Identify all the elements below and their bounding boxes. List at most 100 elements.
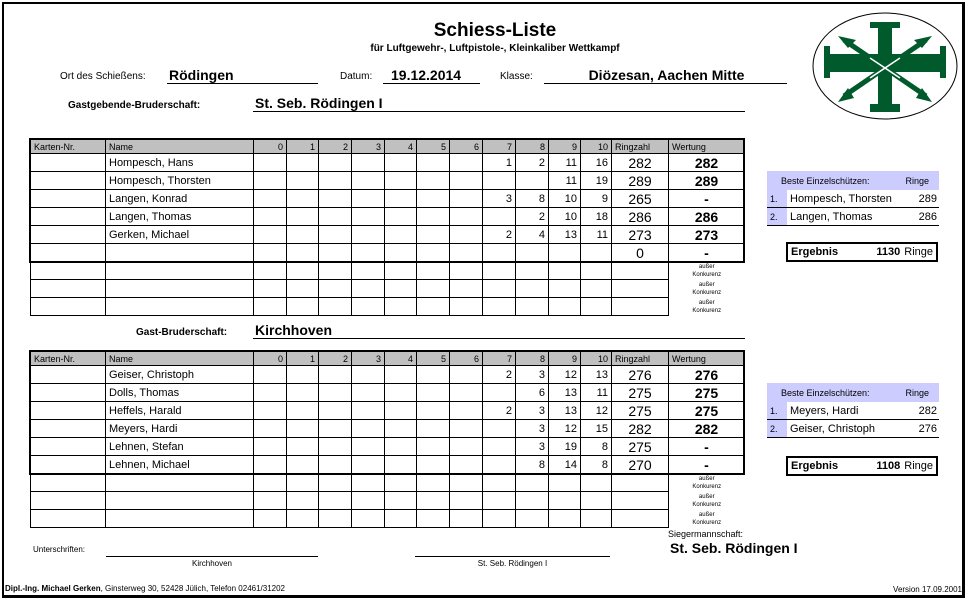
hits-cell[interactable] [482, 455, 516, 474]
empty-cell[interactable] [351, 491, 385, 510]
hits-cell[interactable] [482, 243, 516, 262]
hits-cell[interactable] [318, 171, 352, 190]
hits-cell[interactable] [318, 153, 352, 172]
host-team-field[interactable]: St. Seb. Rödingen I [253, 96, 745, 112]
empty-cell[interactable] [253, 491, 287, 510]
hits-cell[interactable] [416, 419, 450, 438]
hits-cell[interactable] [286, 437, 319, 456]
empty-cell[interactable] [611, 473, 669, 492]
hits-cell[interactable] [318, 383, 352, 402]
empty-cell[interactable] [515, 509, 549, 528]
hits-cell[interactable] [384, 401, 417, 420]
hits-cell[interactable] [416, 243, 450, 262]
hits-cell[interactable] [351, 207, 385, 226]
empty-cell[interactable] [580, 491, 612, 510]
wertung-cell[interactable]: 289 [668, 171, 745, 190]
hits-cell[interactable]: 12 [548, 419, 581, 438]
hits-cell[interactable] [384, 365, 417, 384]
empty-cell[interactable] [105, 509, 254, 528]
hits-cell[interactable]: 10 [548, 189, 581, 208]
empty-cell[interactable] [286, 297, 319, 316]
ringzahl-cell[interactable]: 270 [611, 455, 669, 474]
name-cell[interactable]: Hompesch, Hans [105, 153, 254, 172]
hits-cell[interactable] [351, 401, 385, 420]
empty-cell[interactable] [30, 279, 106, 298]
wertung-cell[interactable]: 282 [668, 153, 745, 172]
empty-cell[interactable] [286, 473, 319, 492]
hits-cell[interactable]: 3 [515, 401, 549, 420]
hits-cell[interactable] [384, 419, 417, 438]
hits-cell[interactable]: 3 [515, 437, 549, 456]
empty-cell[interactable] [384, 261, 417, 280]
ringzahl-cell[interactable]: 275 [611, 401, 669, 420]
hits-cell[interactable]: 11 [580, 383, 612, 402]
empty-cell[interactable] [548, 279, 581, 298]
hits-cell[interactable]: 3 [482, 189, 516, 208]
karten-nr-cell[interactable] [30, 455, 106, 474]
empty-cell[interactable] [384, 509, 417, 528]
hits-cell[interactable] [416, 171, 450, 190]
karten-nr-cell[interactable] [30, 401, 106, 420]
empty-cell[interactable] [416, 261, 450, 280]
empty-cell[interactable] [611, 491, 669, 510]
empty-cell[interactable] [105, 491, 254, 510]
empty-cell[interactable] [384, 279, 417, 298]
hits-cell[interactable] [286, 383, 319, 402]
empty-cell[interactable] [105, 297, 254, 316]
karten-nr-cell[interactable] [30, 419, 106, 438]
empty-cell[interactable] [318, 491, 352, 510]
name-cell[interactable]: Lehnen, Michael [105, 455, 254, 474]
ringzahl-cell[interactable]: 286 [611, 207, 669, 226]
hits-cell[interactable] [253, 365, 287, 384]
hits-cell[interactable] [351, 243, 385, 262]
empty-cell[interactable] [482, 491, 516, 510]
empty-cell[interactable] [416, 473, 450, 492]
hits-cell[interactable] [449, 171, 483, 190]
karten-nr-cell[interactable] [30, 243, 106, 262]
karten-nr-cell[interactable] [30, 225, 106, 244]
hits-cell[interactable] [253, 243, 287, 262]
guest-team-field[interactable]: Kirchhoven [253, 323, 745, 339]
empty-cell[interactable] [253, 279, 287, 298]
name-cell[interactable]: Lehnen, Stefan [105, 437, 254, 456]
hits-cell[interactable] [482, 207, 516, 226]
hits-cell[interactable] [449, 437, 483, 456]
hits-cell[interactable]: 13 [580, 365, 612, 384]
ringzahl-cell[interactable]: 0 [611, 243, 669, 262]
empty-cell[interactable] [286, 509, 319, 528]
wertung-cell[interactable]: 273 [668, 225, 745, 244]
empty-cell[interactable] [318, 279, 352, 298]
empty-cell[interactable] [105, 473, 254, 492]
empty-cell[interactable] [515, 473, 549, 492]
empty-cell[interactable] [384, 297, 417, 316]
empty-cell[interactable] [548, 297, 581, 316]
hits-cell[interactable]: 10 [548, 207, 581, 226]
name-cell[interactable]: Heffels, Harald [105, 401, 254, 420]
hits-cell[interactable] [449, 419, 483, 438]
hits-cell[interactable] [449, 455, 483, 474]
hits-cell[interactable] [449, 383, 483, 402]
hits-cell[interactable]: 9 [580, 189, 612, 208]
name-cell[interactable]: Meyers, Hardi [105, 419, 254, 438]
hits-cell[interactable] [416, 401, 450, 420]
hits-cell[interactable]: 2 [482, 365, 516, 384]
empty-cell[interactable] [351, 509, 385, 528]
wertung-cell[interactable]: - [668, 455, 745, 474]
empty-cell[interactable] [449, 473, 483, 492]
hits-cell[interactable] [253, 207, 287, 226]
name-cell[interactable]: Langen, Konrad [105, 189, 254, 208]
hits-cell[interactable] [449, 189, 483, 208]
empty-cell[interactable] [105, 279, 254, 298]
hits-cell[interactable] [351, 419, 385, 438]
hits-cell[interactable] [318, 225, 352, 244]
empty-cell[interactable] [611, 509, 669, 528]
hits-cell[interactable] [253, 455, 287, 474]
empty-cell[interactable] [253, 297, 287, 316]
hits-cell[interactable]: 19 [580, 171, 612, 190]
wertung-cell[interactable]: - [668, 189, 745, 208]
hits-cell[interactable] [318, 365, 352, 384]
empty-cell[interactable] [548, 509, 581, 528]
karten-nr-cell[interactable] [30, 437, 106, 456]
hits-cell[interactable] [318, 455, 352, 474]
empty-cell[interactable] [515, 491, 549, 510]
